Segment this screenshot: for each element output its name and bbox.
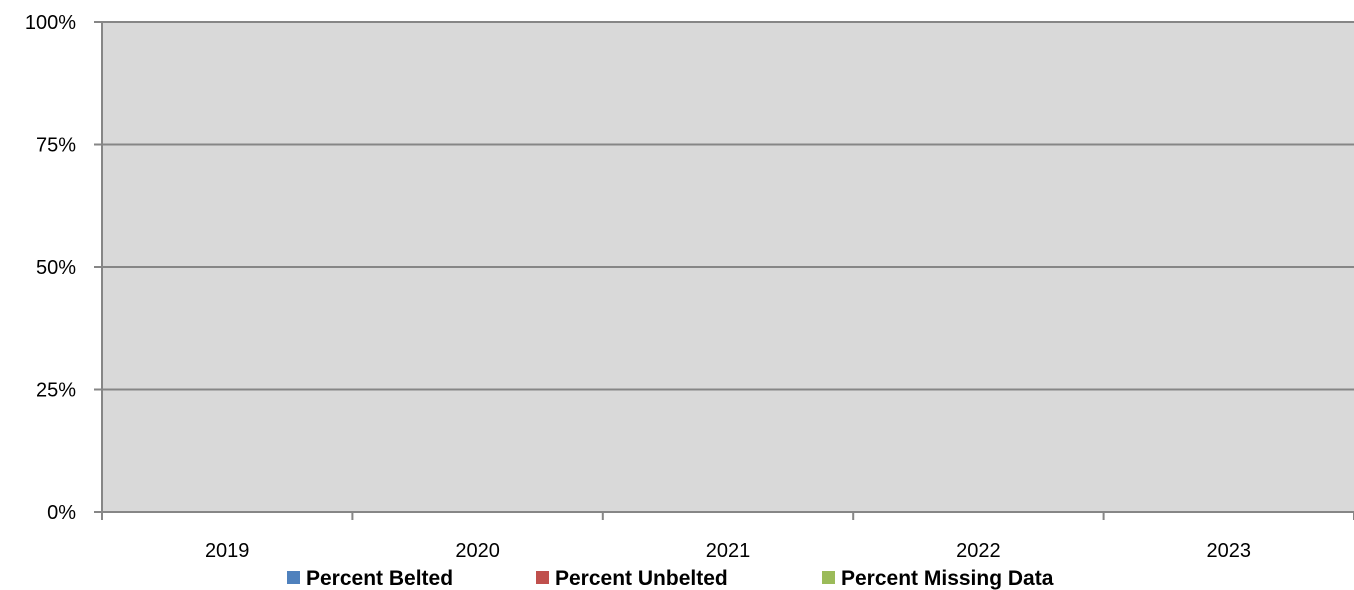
y-tick-label: 75% (36, 135, 76, 157)
gridlines (102, 21, 1354, 391)
x-tick-label: 2022 (956, 540, 1001, 562)
x-tick-label: 2020 (455, 540, 500, 562)
x-tick-label: 2019 (205, 540, 250, 562)
x-tick-label: 2023 (1207, 540, 1252, 562)
y-tick-label: 50% (36, 257, 76, 279)
y-tick-labels: 0% 25% 50% 75% 100% (25, 12, 76, 524)
y-tick-label: 0% (47, 502, 76, 524)
legend-swatch-2 (822, 571, 835, 584)
legend-label-1: Percent Unbelted (555, 567, 728, 590)
legend-label-0: Percent Belted (306, 567, 453, 590)
y-tick-label: 100% (25, 12, 76, 34)
legend: Percent Belted Percent Unbelted Percent Mi… (287, 567, 1054, 590)
legend-swatch-1 (536, 571, 549, 584)
y-tick-label: 25% (36, 380, 76, 402)
x-tick-label: 2021 (706, 540, 751, 562)
x-tick-labels: 2019 2020 2021 2022 2023 (205, 540, 1251, 562)
legend-label-2: Percent Missing Data (841, 567, 1054, 590)
legend-swatch-0 (287, 571, 300, 584)
axes (94, 21, 1354, 520)
